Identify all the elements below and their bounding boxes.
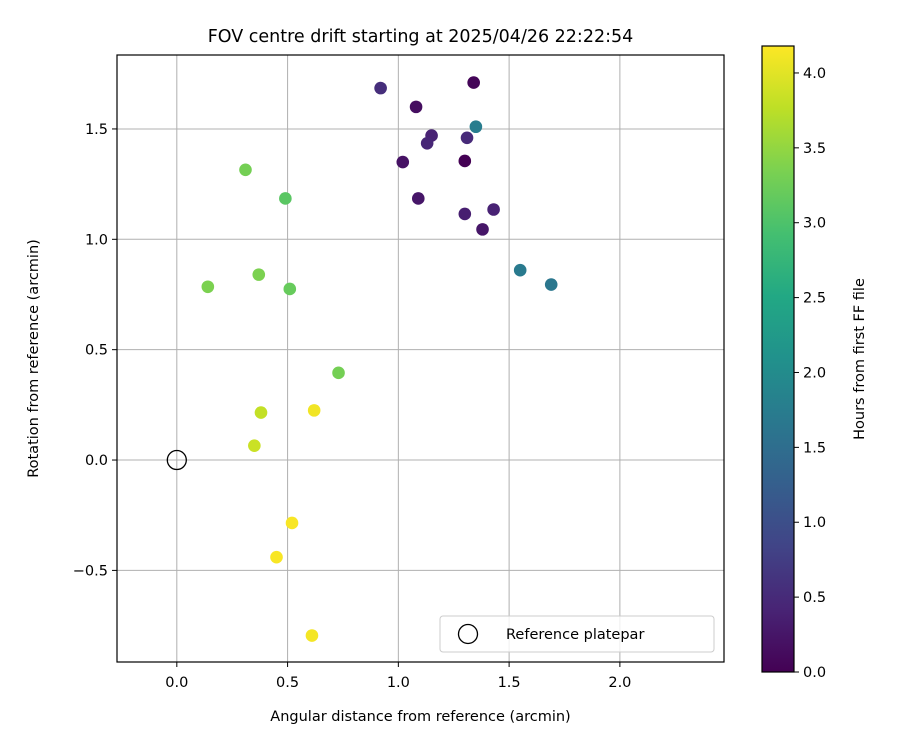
x-tick-label: 2.0 — [608, 675, 631, 691]
data-point — [396, 155, 410, 169]
data-point — [279, 192, 292, 205]
x-tick-label: 1.5 — [498, 675, 521, 691]
colorbar-tick-label: 3.0 — [803, 216, 826, 232]
data-point — [305, 629, 319, 642]
colorbar: 0.0 0.5 1.0 1.5 2.0 2.5 3.0 3.5 4.0 Hours from f… — [761, 45, 868, 681]
grid-lines — [117, 55, 724, 662]
colorbar-tick-label: 3.5 — [803, 141, 826, 157]
x-tick-label: 1.0 — [387, 675, 410, 691]
colorbar-tick-label: 1.0 — [803, 515, 826, 531]
data-point — [239, 163, 252, 177]
data-point — [469, 120, 483, 134]
data-point — [283, 282, 297, 296]
colorbar-tick-label: 4.0 — [803, 66, 826, 82]
legend: Reference platepar — [439, 615, 715, 653]
data-point — [476, 223, 489, 236]
data-point — [411, 192, 425, 205]
y-tick-label: 1.5 — [85, 122, 108, 138]
data-point — [460, 131, 474, 145]
legend-reference-marker — [457, 623, 479, 645]
colorbar-gradient — [761, 45, 795, 673]
data-point — [544, 278, 558, 291]
data-point — [458, 207, 472, 221]
colorbar-tick-label: 2.0 — [803, 365, 826, 381]
data-point — [409, 100, 423, 114]
data-point — [467, 76, 480, 89]
y-tick-label: −0.5 — [73, 563, 108, 579]
data-point — [252, 268, 266, 281]
data-point — [270, 550, 283, 564]
x-axis-label: Angular distance from reference (arcmin) — [270, 709, 570, 725]
x-tick-label: 0.5 — [276, 675, 299, 691]
y-axis-label: Rotation from reference (arcmin) — [26, 239, 42, 478]
y-tick-label: 1.0 — [85, 232, 108, 248]
data-point — [307, 404, 321, 417]
legend-box — [439, 615, 715, 653]
data-point — [420, 136, 434, 150]
y-tick-label: 0.0 — [85, 453, 108, 469]
data-point — [458, 154, 472, 168]
data-point — [248, 439, 261, 452]
colorbar-label: Hours from first FF file — [852, 278, 868, 440]
x-axis-ticks: 0.0 0.5 1.0 1.5 2.0 — [165, 662, 631, 691]
data-point — [285, 516, 299, 530]
colorbar-tick-label: 0.5 — [803, 590, 826, 606]
data-point — [201, 280, 215, 294]
data-point — [254, 406, 268, 419]
reference-marker — [166, 449, 187, 471]
data-points — [166, 76, 558, 642]
colorbar-ticks: 0.0 0.5 1.0 1.5 2.0 2.5 3.0 3.5 4.0 — [794, 66, 826, 681]
data-point — [332, 366, 345, 380]
data-point — [374, 81, 387, 95]
colorbar-tick-label: 2.5 — [803, 291, 826, 307]
x-tick-label: 0.0 — [165, 675, 188, 691]
legend-reference-label: Reference platepar — [506, 627, 644, 643]
plot-area-frame — [116, 54, 725, 663]
chart-title: FOV centre drift starting at 2025/04/26 … — [208, 27, 634, 47]
colorbar-tick-label: 0.0 — [803, 665, 826, 681]
colorbar-tick-label: 1.5 — [803, 440, 826, 456]
data-point — [487, 203, 500, 216]
y-axis-ticks: −0.5 0.0 0.5 1.0 1.5 — [73, 122, 117, 579]
y-tick-label: 0.5 — [85, 343, 108, 359]
data-point — [513, 263, 527, 277]
